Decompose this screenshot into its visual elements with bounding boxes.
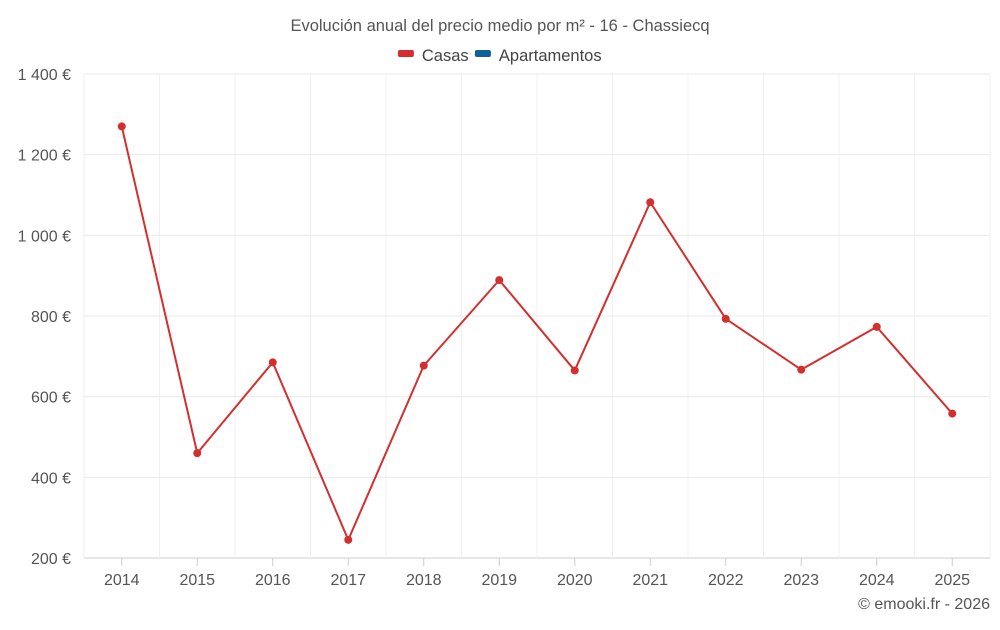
legend-item-casas[interactable]: Casas: [397, 47, 469, 65]
x-tick-label: 2016: [255, 572, 291, 589]
data-point[interactable]: [344, 535, 353, 544]
x-axis: 2014 2015 2016 2017 2018 2019 2020 2021 2022 2023…: [104, 558, 970, 589]
data-point[interactable]: [117, 122, 126, 131]
legend-label: Apartamentos: [499, 47, 602, 65]
x-tick-label: 2022: [708, 572, 744, 589]
series-line: [120, 125, 954, 541]
data-point[interactable]: [419, 361, 428, 370]
legend-swatch: [397, 50, 414, 57]
x-tick-label: 2024: [859, 572, 895, 589]
x-tick-label: 2021: [632, 572, 668, 589]
x-tick-label: 2020: [557, 572, 593, 589]
x-tick-label: 2019: [481, 572, 517, 589]
data-point[interactable]: [646, 198, 655, 207]
y-tick-label: 1 200 €: [18, 148, 71, 165]
data-point[interactable]: [570, 366, 579, 375]
x-tick-label: 2014: [104, 572, 140, 589]
x-tick-label: 2015: [179, 572, 215, 589]
data-point[interactable]: [797, 365, 806, 374]
legend: Casas Apartamentos: [397, 47, 602, 65]
series-layer: [117, 122, 957, 544]
x-tick-label: 2018: [406, 572, 442, 589]
data-point[interactable]: [721, 314, 730, 323]
data-point[interactable]: [948, 409, 957, 418]
y-tick-label: 1 400 €: [18, 67, 71, 84]
x-tick-label: 2017: [330, 572, 366, 589]
x-tick-label: 2025: [934, 572, 970, 589]
legend-item-apartamentos[interactable]: Apartamentos: [474, 47, 602, 65]
legend-label: Casas: [422, 47, 469, 65]
credit-text: © emooki.fr - 2026: [858, 596, 990, 613]
y-tick-label: 800 €: [31, 309, 71, 326]
chart-title: Evolución anual del precio medio por m² …: [290, 17, 709, 35]
data-point[interactable]: [872, 322, 881, 331]
data-point[interactable]: [193, 449, 202, 458]
data-point[interactable]: [495, 276, 504, 285]
legend-swatch: [474, 50, 491, 57]
x-tick-label: 2023: [783, 572, 819, 589]
grid-lines: [83, 73, 991, 559]
y-tick-label: 600 €: [31, 390, 71, 407]
series-casas: [117, 122, 957, 544]
data-point[interactable]: [268, 358, 277, 367]
y-tick-label: 200 €: [31, 551, 71, 568]
y-axis: 200 € 400 € 600 € 800 € 1 000 € 1 200 € 1 400 …: [18, 67, 71, 568]
y-tick-label: 400 €: [31, 470, 71, 487]
y-tick-label: 1 000 €: [18, 228, 71, 245]
